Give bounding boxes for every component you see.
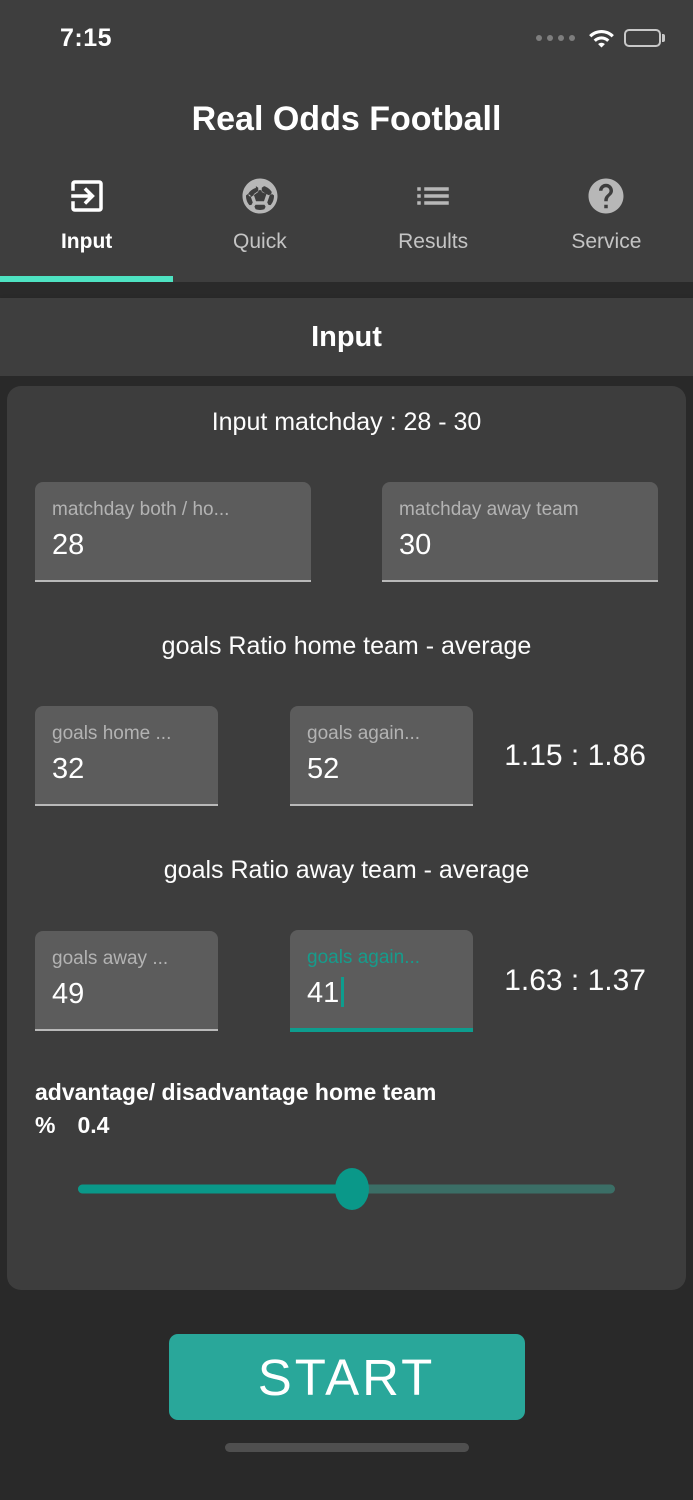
tab-label: Quick: [233, 230, 287, 253]
matchday-home-field[interactable]: matchday both / ho... 28: [35, 482, 311, 582]
away-ratio-value: 1.63 : 1.37: [504, 964, 646, 997]
field-value: 49: [52, 978, 85, 1010]
goals-away-field[interactable]: goals away ... 49: [35, 931, 218, 1031]
slider-fill: [78, 1184, 352, 1194]
advantage-slider[interactable]: [78, 1168, 615, 1210]
exit-to-app-icon: [66, 175, 108, 217]
tab-label: Results: [398, 230, 469, 253]
field-value: 30: [399, 529, 432, 561]
matchday-row: matchday both / ho... 28 matchday away t…: [35, 482, 658, 582]
status-bar: 7:15: [0, 0, 693, 62]
advantage-value: 0.4: [77, 1112, 110, 1138]
cellular-signal-icon: [536, 35, 575, 41]
section-header: Input: [0, 298, 693, 376]
main-content: Input matchday : 28 - 30 matchday both /…: [0, 376, 693, 1500]
home-ratio-heading: goals Ratio home team - average: [161, 632, 532, 660]
home-ratio-row: goals home ... 32 goals again... 52 1.15…: [35, 706, 658, 806]
field-value: 41: [307, 977, 456, 1010]
tab-service[interactable]: Service: [520, 175, 693, 276]
start-button[interactable]: START: [168, 1334, 525, 1420]
advantage-section: advantage/ disadvantage home team % 0.4: [35, 1076, 658, 1142]
field-label: goals home ...: [52, 723, 172, 744]
advantage-unit: %: [35, 1112, 56, 1138]
help-icon: [585, 175, 627, 217]
matchday-away-field[interactable]: matchday away team 30: [382, 482, 658, 582]
app-header: 7:15 Real Odds Football Input: [0, 0, 693, 282]
field-label: matchday both / ho...: [52, 499, 230, 520]
advantage-percent: % 0.4: [35, 1109, 658, 1142]
field-value: 52: [307, 753, 340, 785]
soccer-ball-icon: [239, 175, 281, 217]
tab-quick[interactable]: Quick: [173, 175, 346, 276]
field-label: goals again...: [307, 723, 421, 744]
battery-icon: [624, 29, 665, 47]
tab-results[interactable]: Results: [347, 175, 520, 276]
field-label: goals again...: [307, 947, 421, 968]
home-indicator[interactable]: [224, 1443, 469, 1452]
goals-against-away-field[interactable]: goals again... 41: [290, 930, 473, 1032]
section-title: Input: [311, 320, 382, 353]
active-tab-indicator: [0, 276, 174, 282]
status-icons: [536, 25, 665, 52]
advantage-label: advantage/ disadvantage home team: [35, 1079, 437, 1105]
goals-home-field[interactable]: goals home ... 32: [35, 706, 218, 806]
field-value: 28: [52, 529, 85, 561]
status-time: 7:15: [60, 23, 113, 52]
input-form-card: Input matchday : 28 - 30 matchday both /…: [7, 386, 686, 1290]
slider-thumb[interactable]: [334, 1168, 369, 1210]
field-label: matchday away team: [399, 499, 579, 520]
tab-label: Service: [571, 230, 642, 253]
wifi-icon: [588, 25, 615, 52]
tab-input[interactable]: Input: [0, 175, 173, 276]
matchday-heading: Input matchday : 28 - 30: [211, 408, 482, 436]
field-label: goals away ...: [52, 948, 169, 969]
list-icon: [412, 175, 454, 217]
text-cursor: [341, 977, 345, 1007]
goals-against-home-field[interactable]: goals again... 52: [290, 706, 473, 806]
tab-label: Input: [60, 230, 113, 253]
tab-bar: Input Quick Results Service: [0, 175, 693, 276]
away-ratio-heading: goals Ratio away team - average: [163, 856, 530, 884]
page-title: Real Odds Football: [191, 100, 502, 138]
header-divider: [0, 282, 693, 298]
away-ratio-row: goals away ... 49 goals again... 41 1.63…: [35, 930, 658, 1032]
field-value: 32: [52, 753, 85, 785]
home-ratio-value: 1.15 : 1.86: [504, 739, 646, 772]
